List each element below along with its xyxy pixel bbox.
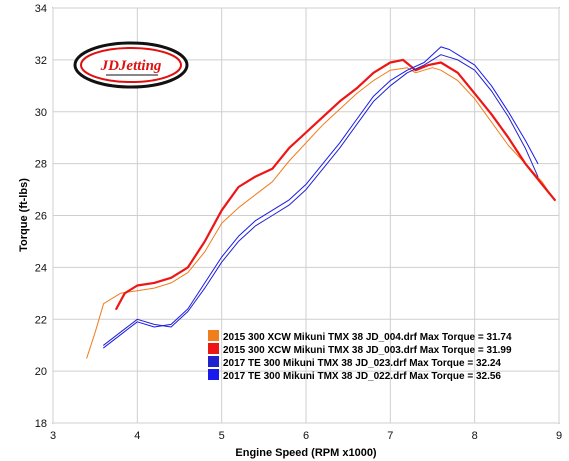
legend-entry: 2017 TE 300 Mikuni TMX 38 JD_023.drf Max… bbox=[223, 358, 501, 369]
y-axis-title: Torque (ft-lbs) bbox=[18, 178, 30, 252]
svg-text:JDJetting: JDJetting bbox=[100, 58, 162, 74]
y-tick-label: 26 bbox=[35, 211, 47, 223]
x-tick-label: 9 bbox=[556, 430, 562, 442]
legend-swatch bbox=[208, 369, 219, 380]
x-tick-labels: 3 4 5 6 7 8 9 bbox=[50, 430, 562, 442]
x-tick-label: 3 bbox=[50, 430, 56, 442]
y-tick-label: 24 bbox=[35, 262, 47, 274]
x-axis-title: Engine Speed (RPM x1000) bbox=[235, 447, 377, 459]
legend-swatch bbox=[208, 356, 219, 367]
x-tick-label: 8 bbox=[472, 430, 478, 442]
x-tick-label: 5 bbox=[219, 430, 225, 442]
series-lines bbox=[86, 46, 556, 359]
legend-entry: 2015 300 XCW Mikuni TMX 38 JD_003.drf Ma… bbox=[223, 345, 512, 356]
y-tick-label: 32 bbox=[35, 55, 47, 67]
jdjetting-logo: JDJetting bbox=[73, 41, 189, 89]
legend-swatch bbox=[208, 330, 219, 341]
series-line-2 bbox=[115, 58, 556, 310]
legend-entry: 2017 TE 300 Mikuni TMX 38 JD_022.drf Max… bbox=[223, 371, 501, 382]
y-tick-label: 28 bbox=[35, 159, 47, 171]
y-tick-label: 20 bbox=[35, 366, 47, 378]
legend-entry: 2015 300 XCW Mikuni TMX 38 JD_004.drf Ma… bbox=[223, 332, 512, 343]
legend-swatch bbox=[208, 343, 219, 354]
y-tick-label: 34 bbox=[35, 3, 47, 15]
series-line-1 bbox=[86, 67, 552, 359]
legend: 2015 300 XCW Mikuni TMX 38 JD_004.drf Ma… bbox=[208, 330, 512, 382]
x-tick-label: 7 bbox=[387, 430, 393, 442]
x-tick-label: 4 bbox=[134, 430, 140, 442]
series-line-3 bbox=[103, 54, 539, 346]
series-line-4 bbox=[103, 46, 539, 349]
y-tick-label: 22 bbox=[35, 314, 47, 326]
x-tick-label: 6 bbox=[303, 430, 309, 442]
y-tick-label: 30 bbox=[35, 107, 47, 119]
y-tick-labels: 18 20 22 24 26 28 30 32 34 bbox=[35, 3, 47, 430]
y-tick-label: 18 bbox=[35, 418, 47, 430]
